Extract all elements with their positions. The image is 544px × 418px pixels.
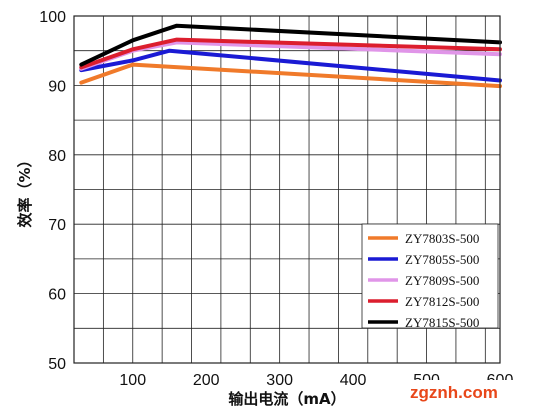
x-tick-label: 100 (119, 372, 146, 389)
y-tick-label: 100 (39, 9, 66, 26)
legend: ZY7803S-500 ZY7805S-500 ZY7809S-500 ZY7812S… (361, 223, 499, 330)
y-tick-label: 60 (48, 287, 66, 304)
y-tick-label: 70 (48, 217, 66, 234)
y-axis-label: 效率（%） (16, 152, 34, 227)
x-axis-label: 输出电流（mA） (228, 390, 345, 408)
x-tick-label: 300 (266, 372, 293, 389)
plot-frame (73, 15, 501, 364)
x-tick-label: 400 (340, 372, 367, 389)
series-line (79, 62, 502, 89)
series-line (79, 23, 502, 67)
legend-box (361, 223, 499, 329)
legend-label: ZY7812S-500 (405, 294, 479, 309)
watermark-background (404, 380, 516, 404)
x-tick-label: 200 (193, 372, 220, 389)
y-tick-label: 80 (48, 148, 66, 165)
series-line (79, 37, 502, 70)
watermark-text: zgznh.com (410, 383, 498, 402)
legend-label: ZY7815S-500 (405, 315, 479, 330)
legend-label: ZY7809S-500 (405, 273, 479, 288)
series-line (79, 48, 502, 83)
watermark: zgznh.com (404, 380, 516, 404)
legend-label: ZY7803S-500 (405, 231, 479, 246)
y-tick-label: 50 (48, 356, 66, 373)
legend-label: ZY7805S-500 (405, 252, 479, 267)
y-tick-labels: 50 60 70 80 90 100 (39, 9, 66, 373)
series-lines (79, 23, 502, 89)
y-tick-label: 90 (48, 78, 66, 95)
